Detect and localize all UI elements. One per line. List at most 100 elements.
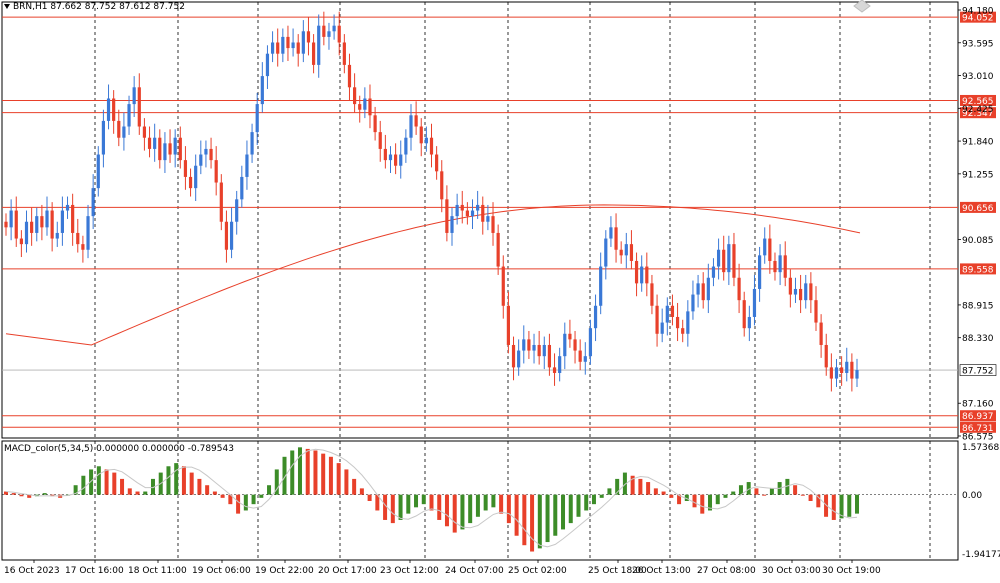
macd-bar (274, 469, 279, 495)
macd-bar (205, 485, 210, 495)
macd-bar (545, 494, 550, 543)
macd-bar (112, 472, 117, 495)
candle-body (306, 31, 311, 43)
macd-bar (816, 494, 821, 508)
candle-body (696, 283, 700, 295)
candle-body (547, 344, 552, 368)
level-label-bg (960, 263, 996, 275)
macd-bar (228, 494, 233, 505)
price-tick-label: 94.180 (962, 7, 994, 17)
candle-body (599, 266, 603, 306)
level-label: 89.558 (962, 265, 994, 275)
axes: 94.180 93.595 93.010 92.425 91.840 91.255 90.0… (4, 0, 1000, 576)
candle-body (276, 42, 280, 54)
candle-body (578, 350, 582, 362)
price-tick-label: 87.160 (962, 400, 994, 410)
candle-body (573, 339, 577, 351)
macd-bar (313, 450, 318, 495)
candle-body (716, 249, 721, 267)
candle-body (409, 115, 413, 138)
candle-body (650, 283, 654, 306)
candle-body (173, 137, 177, 155)
candle-body (270, 42, 275, 54)
candle-body (737, 277, 741, 301)
price-tick-label: 93.010 (962, 72, 994, 82)
candle-body (178, 137, 182, 161)
candle-body (163, 143, 167, 161)
macd-bar (630, 475, 635, 495)
macd-bar (599, 494, 604, 498)
macd-bar (189, 472, 194, 495)
macd-bar (375, 494, 380, 511)
candle-body (188, 176, 193, 189)
candle-body (691, 294, 695, 312)
macd-bar (27, 494, 32, 498)
candle-body (604, 238, 608, 267)
candle-body (552, 367, 557, 373)
candle-body (783, 255, 787, 278)
macd-bar (723, 494, 728, 498)
macd-bar (514, 494, 519, 536)
moving-average (5, 204, 861, 346)
candle-body (332, 25, 336, 32)
macd-bar (282, 456, 287, 495)
level-label: 90.656 (962, 204, 994, 214)
level-label-bg (960, 201, 996, 213)
time-label: 19 Oct 06:00 (192, 566, 251, 576)
candle-body (527, 339, 531, 351)
macd-bar (738, 485, 743, 495)
candle-body (440, 171, 444, 200)
candle-body (260, 76, 264, 105)
time-label: 25 Oct 18:00 (588, 566, 647, 576)
candle-body (117, 120, 121, 138)
macd-histogram (2, 447, 958, 552)
candle-body (183, 160, 188, 177)
macd-bar (212, 491, 217, 495)
candle-body (122, 126, 126, 138)
candle-body (486, 216, 490, 222)
candle-body (76, 232, 80, 245)
macd-bar (762, 494, 767, 496)
dropdown-triangle-icon[interactable] (4, 4, 10, 9)
candle-body (675, 316, 680, 329)
price-tick-label: 91.840 (962, 138, 994, 148)
candle-body (834, 367, 839, 379)
level-label: 86.937 (962, 412, 994, 422)
level-label-bg (960, 11, 996, 23)
candle-body (373, 115, 377, 133)
macd-bar (359, 488, 364, 495)
time-label: 18 Oct 11:00 (128, 566, 187, 576)
candle-body (250, 132, 254, 155)
time-label: 25 Oct 02:00 (508, 566, 567, 576)
macd-tick-label: -1.941770 (962, 550, 1000, 560)
macd-bar (715, 494, 720, 505)
macd-tick-label: 0.00 (962, 491, 982, 501)
time-label: 20 Oct 17:00 (318, 566, 377, 576)
candle-body (747, 316, 751, 329)
macd-bar (73, 485, 78, 495)
macd-bar (104, 469, 109, 495)
ma-line (5, 204, 861, 346)
candle-body (793, 288, 798, 295)
candle-body (281, 36, 285, 54)
macd-bar (251, 494, 256, 505)
candle-body (65, 204, 70, 211)
candle-body (399, 154, 403, 166)
candle-body (840, 367, 844, 373)
macd-bar (700, 494, 705, 514)
time-label: 16 Oct 2023 (4, 566, 60, 576)
macd-bar (444, 494, 449, 527)
macd-bar (483, 494, 488, 511)
candle-body (9, 210, 13, 228)
price-pane-border (1, 1, 959, 439)
level-label-bg (960, 421, 996, 433)
macd-bar (576, 494, 581, 517)
time-label: 23 Oct 12:00 (380, 566, 439, 576)
candle-body (665, 305, 669, 323)
time-label: 30 Oct 03:00 (762, 566, 821, 576)
candle-body (517, 350, 521, 368)
level-label-bg (960, 410, 996, 422)
macd-bar (785, 478, 790, 495)
